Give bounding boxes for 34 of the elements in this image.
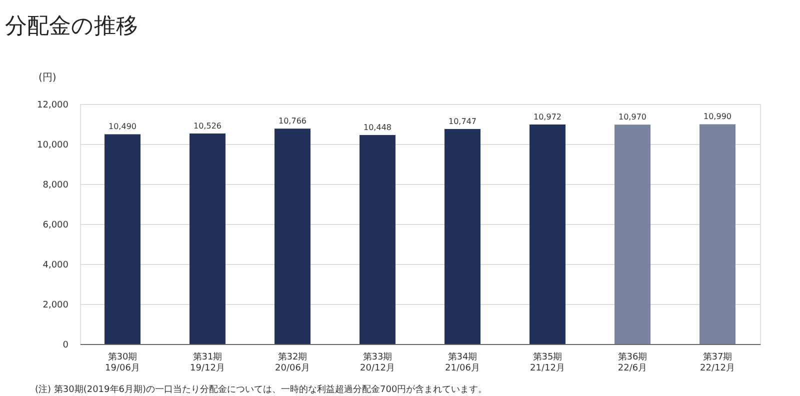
data-label: 10,972: [534, 112, 562, 122]
y-tick-label: 2,000: [42, 300, 69, 310]
bar: [190, 133, 226, 344]
data-label: 10,448: [364, 123, 392, 132]
bar: [614, 124, 650, 344]
text: (注) 第30期(2019年6月期)の一口当たり分配金については、一時的な利益超過分配金700円が含まれています。: [35, 384, 488, 395]
bar: [444, 129, 480, 344]
y-tick-label: 0: [62, 340, 69, 350]
x-tick-label: 第32期 20/06月: [275, 352, 310, 374]
y-tick-label: 10,000: [37, 140, 69, 150]
x-tick-label: 第30期 19/06月: [105, 352, 140, 374]
data-label: 10,526: [194, 121, 222, 130]
bar: [360, 135, 396, 344]
data-label: 10,766: [278, 116, 306, 126]
data-label: 10,490: [108, 122, 136, 132]
x-tick-label: 第34期 21/06月: [445, 352, 480, 374]
bar: [274, 128, 310, 344]
y-tick-label: 6,000: [42, 220, 69, 230]
data-label: 10,990: [704, 112, 732, 122]
x-tick-label: 第37期 22/12月: [700, 352, 735, 374]
data-label: 10,747: [448, 117, 476, 126]
bar: [530, 124, 566, 344]
bar: [104, 134, 140, 344]
bar: [700, 124, 736, 344]
x-tick-label: 第35期 21/12月: [530, 352, 565, 374]
data-label: 10,970: [618, 112, 646, 122]
y-tick-label: 12,000: [37, 100, 69, 110]
x-tick-label: 第33期 20/12月: [360, 352, 395, 374]
y-tick-label: 8,000: [42, 180, 69, 190]
y-tick-label: 4,000: [42, 260, 69, 270]
x-tick-label: 第31期 19/12月: [190, 352, 225, 374]
y-axis-title: (円): [38, 72, 56, 84]
x-tick-label: 第36期 22/6月: [618, 352, 648, 374]
chart-title: 分配金の推移: [5, 14, 138, 39]
